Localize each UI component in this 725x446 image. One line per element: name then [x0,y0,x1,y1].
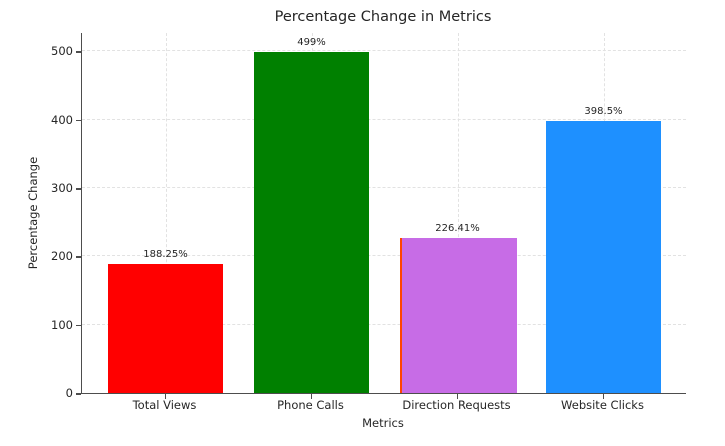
bar-value-label-total-views: 188.25% [143,249,188,261]
bar-website-clicks [546,120,661,393]
y-tick-mark [76,324,81,327]
x-tick-label-website-clicks: Website Clicks [561,398,644,412]
x-tick-mark [602,394,604,399]
x-tick-label-total-views: Total Views [132,398,197,412]
gridline-vertical [165,33,167,393]
bar-value-label-phone-calls: 499% [297,37,326,49]
y-tick-mark [76,393,81,395]
y-tick-mark [76,119,81,122]
plot-area: 188.25% 499% 226.41% 398.5% [81,33,686,394]
bar-value-label-direction-requests: 226.41% [435,223,480,235]
x-tick-mark [456,394,458,399]
y-tick-label: 100 [51,317,73,332]
x-axis-label: Metrics [362,416,404,430]
y-tick-mark [76,51,81,53]
x-tick-label-direction-requests: Direction Requests [402,398,511,412]
gridline-horizontal [82,187,686,189]
y-tick-label: 0 [65,386,73,400]
gridline-horizontal [82,50,686,52]
x-tick-label-phone-calls: Phone Calls [277,398,344,412]
y-axis-label: Percentage Change [26,156,40,270]
gridline-horizontal [82,323,686,325]
y-tick-label: 400 [51,112,73,127]
gridline-horizontal [82,118,686,120]
gridline-horizontal [82,255,686,257]
x-tick-mark [164,394,166,399]
bar-total-views [108,264,223,393]
x-tick-mark [310,394,312,399]
y-tick-label: 500 [51,44,73,59]
bar-value-label-website-clicks: 398.5% [584,105,623,117]
y-tick-label: 200 [51,249,73,264]
y-tick-mark [76,256,81,258]
bar-direction-requests [400,238,517,393]
chart-title: Percentage Change in Metrics [274,9,492,25]
y-tick-mark [76,188,81,190]
bar-phone-calls [254,52,369,393]
gridline-vertical [457,33,459,393]
y-tick-label: 300 [51,181,73,196]
